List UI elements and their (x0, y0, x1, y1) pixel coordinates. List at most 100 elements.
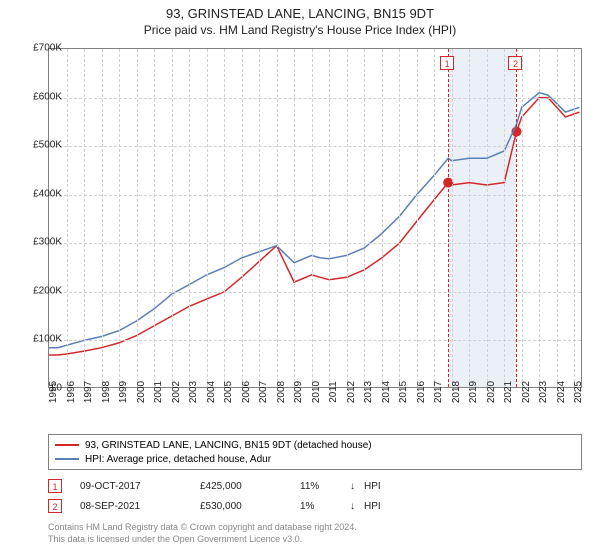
x-tick-label: 1998 (101, 381, 112, 403)
x-tick-label: 2020 (486, 381, 497, 403)
legend-item-property: 93, GRINSTEAD LANE, LANCING, BN15 9DT (d… (55, 438, 575, 452)
grid-line-v (469, 49, 470, 387)
footer-line1: Contains HM Land Registry data © Crown c… (48, 522, 357, 534)
legend-item-hpi: HPI: Average price, detached house, Adur (55, 452, 575, 466)
series-hpi (49, 93, 580, 348)
y-tick-label: £200K (33, 285, 62, 296)
down-arrow-icon: ↓ (350, 501, 364, 512)
down-arrow-icon: ↓ (350, 481, 364, 492)
x-tick-label: 2009 (293, 381, 304, 403)
grid-line-v (417, 49, 418, 387)
x-tick-label: 2022 (521, 381, 532, 403)
grid-line-v (154, 49, 155, 387)
x-tick-label: 1996 (66, 381, 77, 403)
grid-line-v (277, 49, 278, 387)
title-line1: 93, GRINSTEAD LANE, LANCING, BN15 9DT (0, 6, 600, 21)
grid-line-v (259, 49, 260, 387)
grid-line-v (522, 49, 523, 387)
legend-swatch-hpi (55, 458, 79, 460)
grid-line-v (574, 49, 575, 387)
transaction-pct: 11% (300, 481, 350, 492)
x-tick-label: 2015 (398, 381, 409, 403)
x-tick-label: 2016 (416, 381, 427, 403)
grid-line-h (49, 146, 581, 147)
grid-line-v (119, 49, 120, 387)
x-tick-label: 2017 (433, 381, 444, 403)
grid-line-v (207, 49, 208, 387)
grid-line-v (224, 49, 225, 387)
legend-swatch-property (55, 444, 79, 446)
x-tick-label: 2011 (328, 381, 339, 403)
y-tick-label: £100K (33, 334, 62, 345)
grid-line-v (452, 49, 453, 387)
chart-plot-area (48, 48, 582, 388)
legend: 93, GRINSTEAD LANE, LANCING, BN15 9DT (d… (48, 434, 582, 470)
grid-line-v (329, 49, 330, 387)
grid-line-v (242, 49, 243, 387)
grid-line-v (189, 49, 190, 387)
y-tick-label: £700K (33, 43, 62, 54)
x-tick-label: 2010 (311, 381, 322, 403)
x-tick-label: 2007 (258, 381, 269, 403)
marker-line (448, 49, 449, 387)
grid-line-v (504, 49, 505, 387)
grid-line-v (487, 49, 488, 387)
x-tick-label: 2006 (241, 381, 252, 403)
grid-line-v (399, 49, 400, 387)
x-tick-label: 2021 (503, 381, 514, 403)
transaction-price: £530,000 (200, 501, 300, 512)
x-tick-label: 2002 (171, 381, 182, 403)
transaction-row: 2 08-SEP-2021 £530,000 1% ↓ HPI (48, 496, 404, 516)
grid-line-v (84, 49, 85, 387)
transaction-row: 1 09-OCT-2017 £425,000 11% ↓ HPI (48, 476, 404, 496)
x-tick-label: 2025 (573, 381, 584, 403)
marker-box-2: 2 (508, 56, 522, 70)
chart-container: 93, GRINSTEAD LANE, LANCING, BN15 9DT Pr… (0, 0, 600, 560)
x-tick-label: 2004 (206, 381, 217, 403)
grid-line-v (67, 49, 68, 387)
grid-line-v (172, 49, 173, 387)
grid-line-h (49, 292, 581, 293)
transaction-date: 08-SEP-2021 (80, 501, 200, 512)
x-tick-label: 2000 (136, 381, 147, 403)
grid-line-h (49, 98, 581, 99)
y-tick-label: £600K (33, 91, 62, 102)
x-tick-label: 2018 (451, 381, 462, 403)
grid-line-v (557, 49, 558, 387)
x-tick-label: 2001 (153, 381, 164, 403)
transaction-price: £425,000 (200, 481, 300, 492)
x-tick-label: 1995 (48, 381, 59, 403)
series-property (49, 98, 580, 355)
title-line2: Price paid vs. HM Land Registry's House … (0, 23, 600, 37)
y-tick-label: £400K (33, 188, 62, 199)
footer-attribution: Contains HM Land Registry data © Crown c… (48, 522, 357, 545)
transaction-date: 09-OCT-2017 (80, 481, 200, 492)
x-tick-label: 2013 (363, 381, 374, 403)
transaction-suffix: HPI (364, 481, 404, 492)
grid-line-v (382, 49, 383, 387)
grid-line-v (137, 49, 138, 387)
transaction-pct: 1% (300, 501, 350, 512)
grid-line-h (49, 340, 581, 341)
x-tick-label: 2012 (346, 381, 357, 403)
x-tick-label: 2003 (188, 381, 199, 403)
marker-box-1: 1 (440, 56, 454, 70)
x-tick-label: 2019 (468, 381, 479, 403)
grid-line-v (434, 49, 435, 387)
grid-line-v (539, 49, 540, 387)
x-tick-label: 2014 (381, 381, 392, 403)
grid-line-v (347, 49, 348, 387)
footer-line2: This data is licensed under the Open Gov… (48, 534, 357, 546)
x-tick-label: 2023 (538, 381, 549, 403)
x-tick-label: 2008 (276, 381, 287, 403)
grid-line-v (294, 49, 295, 387)
x-tick-label: 2005 (223, 381, 234, 403)
grid-line-v (102, 49, 103, 387)
y-tick-label: £300K (33, 237, 62, 248)
marker-line (516, 49, 517, 387)
transaction-suffix: HPI (364, 501, 404, 512)
x-tick-label: 1999 (118, 381, 129, 403)
grid-line-h (49, 243, 581, 244)
grid-line-v (312, 49, 313, 387)
transaction-marker-2: 2 (48, 499, 62, 513)
